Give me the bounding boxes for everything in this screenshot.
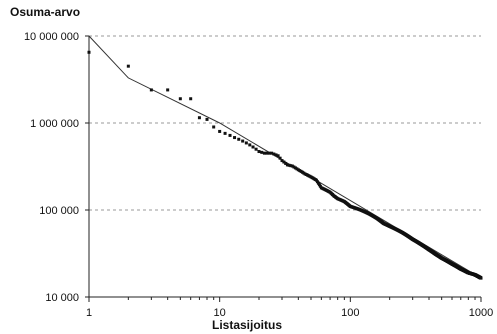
data-point (274, 153, 278, 157)
y-tick-label: 10 000 000 (24, 31, 79, 43)
data-point (265, 151, 269, 155)
data-point (248, 143, 252, 147)
data-point (212, 125, 216, 129)
x-axis-title: Listasijoitus (212, 318, 282, 332)
data-point (244, 141, 248, 145)
data-point (315, 180, 319, 184)
data-point (262, 151, 266, 155)
data-point (189, 97, 193, 101)
data-point (282, 160, 286, 164)
data-point (237, 137, 241, 141)
data-point (166, 88, 170, 92)
gridlines (89, 35, 481, 211)
data-point (267, 151, 271, 155)
data-point (228, 133, 232, 137)
plot-frame (88, 36, 481, 298)
data-point (257, 150, 261, 154)
data-point (284, 161, 288, 165)
data-point (260, 150, 264, 154)
data-point (285, 163, 289, 167)
data-point (302, 171, 306, 175)
data-point (241, 139, 245, 143)
data-point (308, 174, 312, 178)
data-point (149, 88, 153, 92)
data-point (178, 97, 182, 101)
data-point (197, 116, 201, 120)
data-point-layer (87, 50, 483, 280)
trend-line (88, 35, 482, 279)
trend-line-layer (88, 35, 482, 279)
data-point (87, 50, 91, 54)
data-point (233, 136, 237, 140)
data-point (287, 163, 291, 167)
data-point (272, 152, 276, 156)
x-axis-ticks: 1 10 100 1000 (86, 297, 493, 319)
data-point (254, 147, 258, 151)
data-point (205, 117, 209, 121)
y-tick-label: 10 000 (45, 292, 79, 304)
data-point (126, 64, 130, 68)
data-point (251, 145, 255, 149)
data-point (318, 184, 322, 188)
x-tick-label: 1 (86, 307, 92, 319)
data-point (479, 276, 483, 280)
data-point (276, 154, 280, 158)
x-tick-label: 100 (341, 307, 359, 319)
data-point (331, 193, 335, 197)
data-point (270, 151, 274, 155)
data-point (313, 178, 317, 182)
data-point (290, 164, 294, 168)
data-point (292, 165, 296, 169)
y-axis-title: Osuma-arvo (10, 5, 80, 19)
x-tick-label: 10 (214, 307, 226, 319)
data-point (280, 159, 284, 163)
data-point (218, 129, 222, 133)
data-point (278, 156, 282, 160)
data-point (316, 181, 320, 185)
y-tick-label: 100 000 (39, 205, 79, 217)
y-axis-ticks: 10 000 100 000 1 000 000 10 000 000 (24, 31, 89, 304)
y-tick-label: 1 000 000 (30, 118, 79, 130)
x-tick-label: 1000 (469, 307, 493, 319)
data-point (327, 190, 331, 194)
data-point (223, 131, 227, 135)
data-point (295, 167, 299, 171)
data-point (289, 164, 293, 168)
data-point (317, 183, 321, 187)
